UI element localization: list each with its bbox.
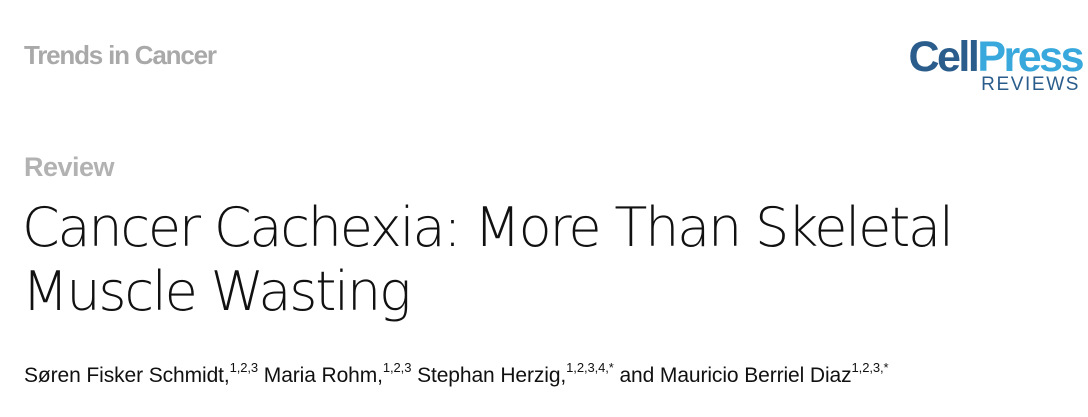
article-title: Cancer Cachexia: More Than Skeletal Musc… xyxy=(22,196,954,323)
logo-reviews-text: REVIEWS xyxy=(981,74,1080,95)
logo-press-text: Press xyxy=(977,33,1084,81)
journal-name: Trends in Cancer xyxy=(24,40,217,70)
article-type-label: Review xyxy=(24,152,115,182)
author-name: Maria Rohm, xyxy=(263,364,383,387)
author-name: Mauricio Berriel Diaz xyxy=(659,364,852,387)
cell-press-logo: CellPress REVIEWS xyxy=(908,33,1084,95)
author-affiliations: 1,2,3,* xyxy=(851,360,889,375)
author-list: Søren Fisker Schmidt,1,2,3 Maria Rohm,1,… xyxy=(24,361,889,388)
author-affiliations: 1,2,3,4,* xyxy=(566,360,614,375)
author-affiliations: 1,2,3 xyxy=(382,360,412,375)
author-name: Søren Fisker Schmidt, xyxy=(24,364,230,387)
author-separator: and xyxy=(613,364,660,387)
author-name: Stephan Herzig, xyxy=(417,364,567,387)
logo-cell-text: Cell xyxy=(908,33,979,81)
author-affiliations: 1,2,3 xyxy=(229,360,259,375)
logo-wordmark: CellPress xyxy=(908,33,1084,81)
